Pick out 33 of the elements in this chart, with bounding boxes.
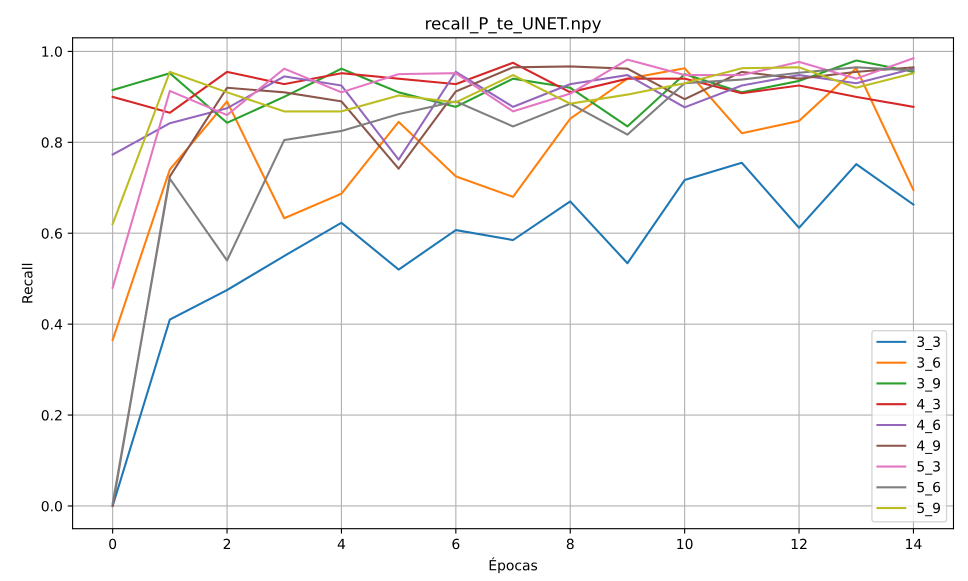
legend-label: 5_3: [917, 461, 940, 475]
x-tick-label: 0: [109, 538, 116, 550]
legend-label: 5_6: [917, 482, 940, 496]
line-series: [112, 162, 914, 508]
y-axis-title: Recall: [22, 264, 33, 303]
y-tick-label: 0.4: [42, 319, 62, 330]
line-series: [112, 57, 914, 289]
line-series: [112, 66, 914, 226]
line-series: [112, 62, 914, 114]
legend-label: 4_3: [917, 398, 940, 412]
chart-title: recall_P_te_UNET.npy: [426, 16, 601, 34]
x-axis-title: Épocas: [490, 557, 538, 574]
legend-label: 3_6: [917, 357, 940, 371]
legend-label: 5_9: [917, 502, 940, 516]
y-tick-label: 0.2: [42, 410, 62, 421]
x-tick-label: 6: [452, 538, 460, 550]
y-tick-label: 0.6: [42, 228, 62, 239]
x-tick-label: 2: [224, 538, 230, 549]
legend-label: 3_3: [917, 336, 940, 350]
legend-label: 3_9: [917, 378, 940, 392]
x-tick-label: 12: [792, 538, 806, 549]
line-series: [112, 68, 914, 161]
x-tick-label: 10: [677, 538, 693, 550]
y-tick-label: 1.0: [42, 46, 62, 57]
x-tick-label: 8: [566, 538, 574, 550]
line-series: [112, 67, 914, 342]
x-tick-label: 14: [906, 538, 922, 549]
legend-label: 4_6: [917, 420, 940, 434]
line-series: [112, 59, 914, 128]
legend-label: 4_9: [917, 440, 940, 454]
y-tick-label: 0.0: [42, 500, 62, 512]
y-tick-label: 0.8: [42, 137, 62, 148]
x-tick-label: 4: [338, 538, 346, 549]
